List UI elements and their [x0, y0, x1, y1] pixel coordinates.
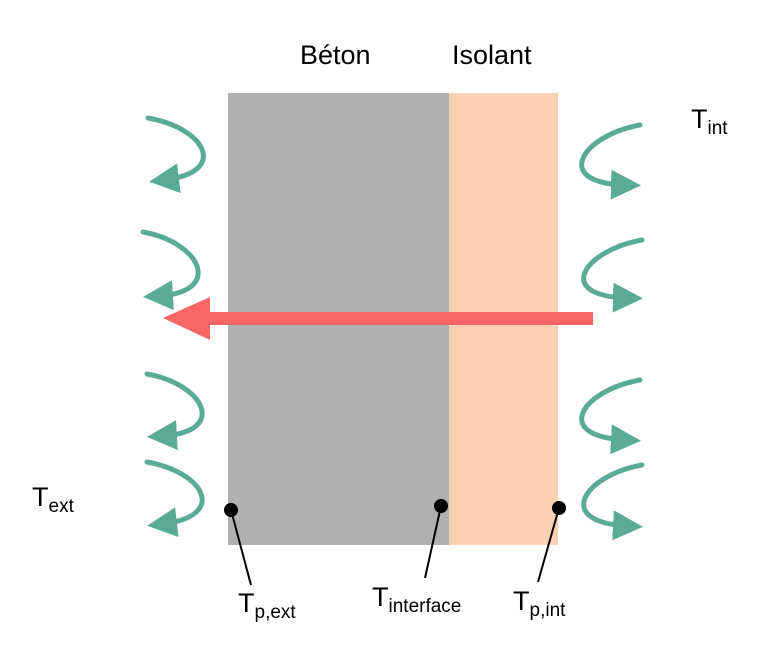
- wall-interior-temperature-label: Tp,int: [513, 586, 566, 621]
- point-interface: [434, 499, 448, 513]
- curved-arrow-icon: [581, 462, 645, 541]
- curved-arrow-icon: [140, 229, 201, 311]
- curved-arrow-icon: [145, 115, 206, 194]
- point-wall-interior: [552, 501, 566, 515]
- curved-arrow-icon: [579, 377, 643, 455]
- curved-arrow-icon: [581, 237, 645, 313]
- curved-arrow-icon: [144, 459, 205, 538]
- curved-arrow-icon: [144, 371, 205, 451]
- interface-temperature-label: Tinterface: [372, 582, 462, 617]
- curved-arrow-icon: [579, 122, 643, 200]
- interior-temperature-label: Tint: [691, 104, 728, 139]
- insulation-label: Isolant: [452, 40, 532, 70]
- interior-convection-arrows: [579, 122, 645, 541]
- left-arrow-icon: [163, 297, 210, 340]
- exterior-convection-arrows: [140, 115, 206, 538]
- concrete-label: Béton: [300, 40, 371, 70]
- wall-exterior-temperature-label: Tp,ext: [238, 588, 296, 623]
- point-wall-exterior: [224, 503, 238, 517]
- exterior-temperature-label: Text: [32, 482, 74, 517]
- temperature-points: [224, 499, 566, 586]
- heat-flux-arrow: [163, 297, 593, 340]
